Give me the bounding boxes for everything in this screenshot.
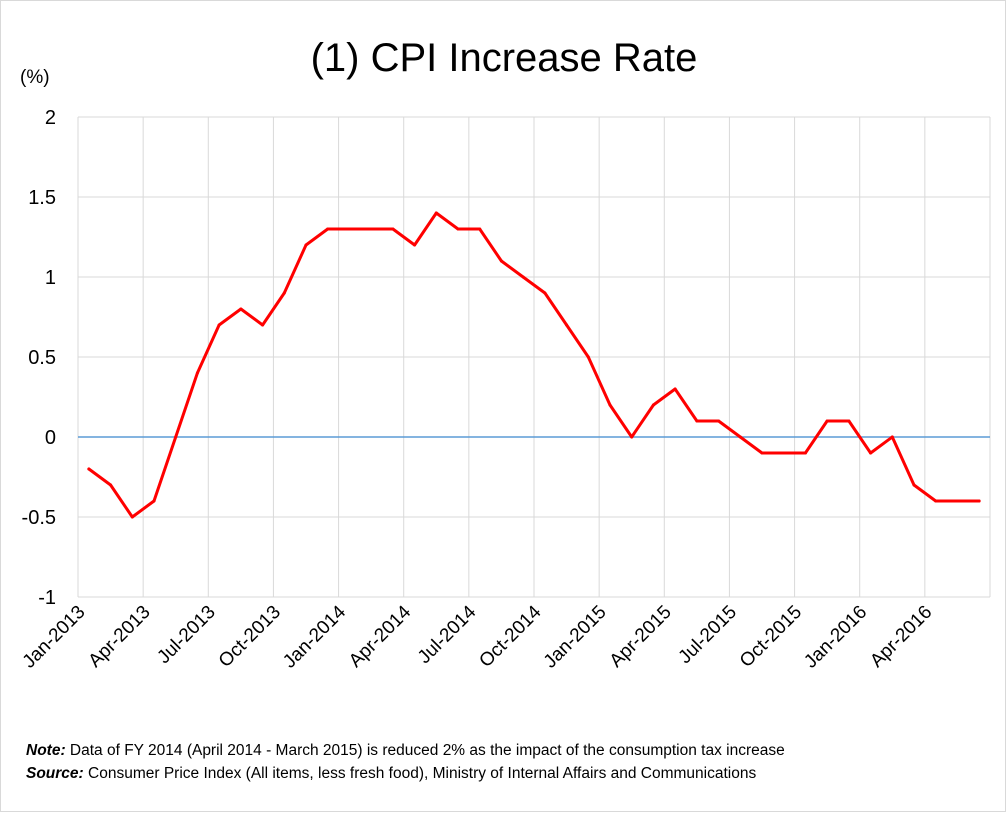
y-tick-label: 1.5 xyxy=(28,187,56,209)
grid-lines xyxy=(77,116,991,598)
data-point xyxy=(912,483,916,487)
data-point xyxy=(326,227,330,231)
data-point xyxy=(456,227,460,231)
data-point xyxy=(847,419,851,423)
data-point xyxy=(738,435,742,439)
data-point xyxy=(304,243,308,247)
data-point xyxy=(630,435,634,439)
data-point xyxy=(673,387,677,391)
data-point xyxy=(174,435,178,439)
data-point xyxy=(651,403,655,407)
x-tick-label: Jan-2013 xyxy=(19,602,90,673)
data-point xyxy=(282,291,286,295)
data-point xyxy=(499,259,503,263)
data-point xyxy=(434,211,438,215)
x-tick-label: Jul-2014 xyxy=(414,601,481,668)
data-point xyxy=(109,483,113,487)
source-text: Consumer Price Index (All items, less fr… xyxy=(83,765,757,782)
data-point xyxy=(261,323,265,327)
x-tick-label: Apr-2014 xyxy=(345,601,415,671)
x-tick-label: Jul-2013 xyxy=(153,602,219,668)
series-layer xyxy=(87,211,981,519)
data-point xyxy=(521,275,525,279)
series-line xyxy=(87,211,981,519)
y-tick-label: 0 xyxy=(45,427,56,449)
source-line: Source: Consumer Price Index (All items,… xyxy=(26,762,785,785)
data-point xyxy=(413,243,417,247)
data-point xyxy=(934,499,938,503)
data-point xyxy=(890,435,894,439)
x-tick-label: Apr-2015 xyxy=(606,602,676,672)
x-tick-label: Oct-2015 xyxy=(736,602,806,672)
data-point xyxy=(977,499,981,503)
x-tick-label: Jan-2014 xyxy=(279,601,350,672)
x-tick-label: Jan-2016 xyxy=(800,602,871,673)
source-label: Source: xyxy=(26,765,84,782)
x-tick-label: Oct-2013 xyxy=(215,602,285,672)
data-point xyxy=(869,451,873,455)
line-chart: 2 1.5 1 0.5 0 -0.5 -1 Jan-2013Apr-2013Jul-2013… xyxy=(19,107,991,673)
data-point xyxy=(87,467,91,471)
data-point xyxy=(130,515,134,519)
y-tick-label: 2 xyxy=(45,107,56,129)
data-point xyxy=(782,451,786,455)
note-text: Data of FY 2014 (April 2014 - March 2015… xyxy=(65,742,785,759)
x-axis-ticks: Jan-2013Apr-2013Jul-2013Oct-2013Jan-2014… xyxy=(19,601,937,672)
data-point xyxy=(825,419,829,423)
x-tick-label: Apr-2016 xyxy=(866,602,936,672)
data-point xyxy=(239,307,243,311)
data-point xyxy=(195,371,199,375)
note-label: Note: xyxy=(26,742,66,759)
x-tick-label: Jan-2015 xyxy=(540,602,611,673)
data-point xyxy=(717,419,721,423)
data-point xyxy=(391,227,395,231)
y-tick-label: -0.5 xyxy=(22,507,56,529)
y-axis-unit-label: (%) xyxy=(20,67,50,88)
y-tick-label: 0.5 xyxy=(28,347,56,369)
data-point xyxy=(478,227,482,231)
x-tick-label: Jul-2015 xyxy=(675,602,741,668)
chart-notes: Note: Data of FY 2014 (April 2014 - Marc… xyxy=(26,739,785,785)
y-axis-ticks: 2 1.5 1 0.5 0 -0.5 -1 xyxy=(22,107,56,609)
y-tick-label: -1 xyxy=(38,587,56,609)
x-tick-label: Apr-2013 xyxy=(85,602,155,672)
data-point xyxy=(803,451,807,455)
data-point xyxy=(217,323,221,327)
data-point xyxy=(152,499,156,503)
data-point xyxy=(369,227,373,231)
chart-title: (1) CPI Increase Rate xyxy=(310,36,698,80)
data-point xyxy=(608,403,612,407)
data-point xyxy=(955,499,959,503)
data-point xyxy=(565,323,569,327)
data-point xyxy=(695,419,699,423)
note-line: Note: Data of FY 2014 (April 2014 - Marc… xyxy=(26,739,785,762)
y-tick-label: 1 xyxy=(45,267,56,289)
data-point xyxy=(347,227,351,231)
data-point xyxy=(586,355,590,359)
data-point xyxy=(543,291,547,295)
x-tick-label: Oct-2014 xyxy=(475,601,545,671)
data-point xyxy=(760,451,764,455)
